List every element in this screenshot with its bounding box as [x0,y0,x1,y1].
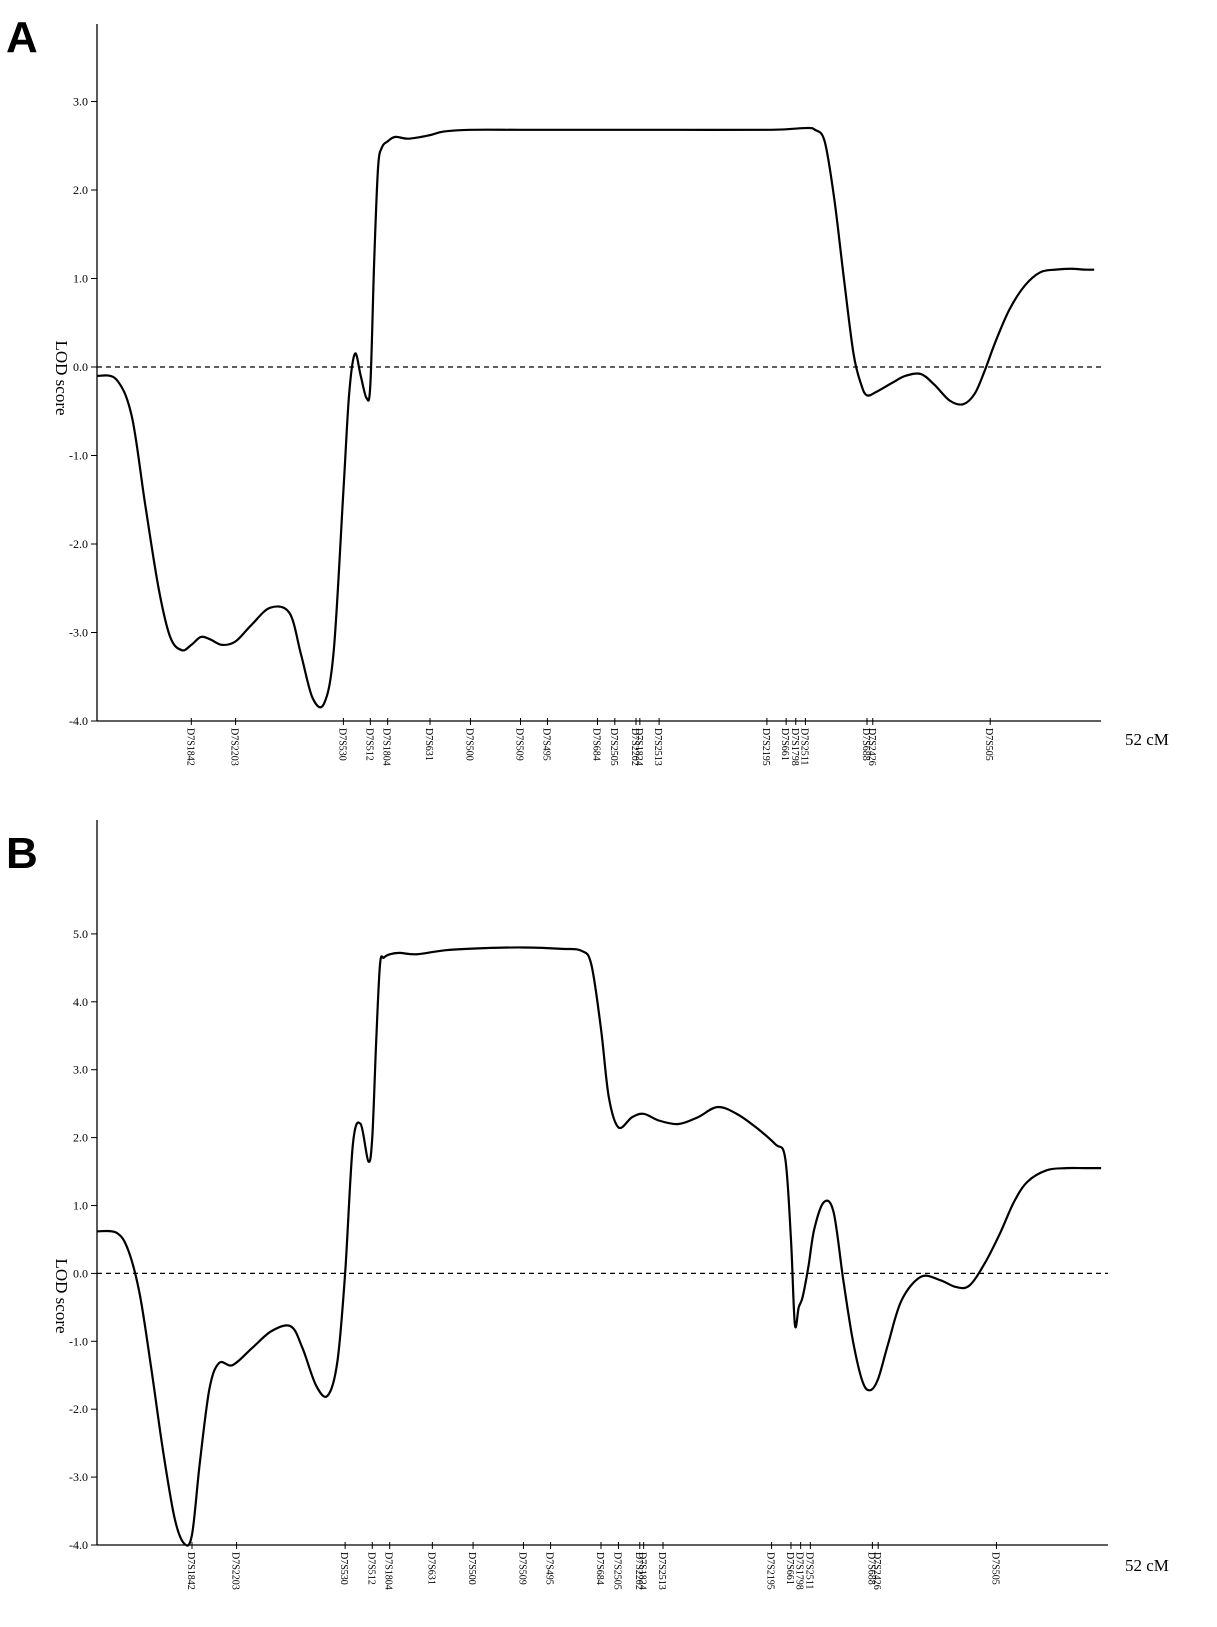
panel-a-y-tick-label: 1.0 [73,272,88,286]
panel-b-y-axis-title: LOD score [52,1258,71,1333]
panel-b-letter: B [6,829,38,878]
panel-a-y-tick-label: -2.0 [69,537,88,551]
panel-a-marker-label: D7S688 [860,728,871,761]
panel-b-marker-label: D7S530 [338,1552,349,1585]
panel-a-marker-label: D7S661 [779,728,790,761]
panel-a-lod-curve [96,126,1095,709]
panel-b-x-end-label: 52 cM [1125,1556,1169,1575]
panel-b-marker-label: D7S505 [989,1552,1000,1585]
panel-b-y-tick-label: 0.0 [73,1266,88,1280]
panel-b-marker-label: D7S2202 [633,1552,644,1590]
panel-a-marker-label: D7S1842 [184,728,195,766]
panel-b-axes-layer [96,820,1108,1546]
panel-b-y-tick-label: 4.0 [73,995,88,1009]
panel-a-y-tick-label: -3.0 [69,626,88,640]
panel-a-marker-label: D7S1824 [633,728,644,766]
panel-b-marker-label: D7S688 [865,1552,876,1585]
panel-a-marker-label: D7S1798 [789,728,800,766]
panel-b-marker-label: D7S661 [784,1552,795,1585]
panel-a-axes-layer [96,24,1101,722]
panel-b-curve-layer [96,946,1102,1547]
panel-b-marker-label: D7S1824 [637,1552,648,1590]
panel-a-marker-label: D7S2203 [229,728,240,766]
panel-b-y-tick-label: 5.0 [73,927,88,941]
panel-a-y-tick-label: 2.0 [73,183,88,197]
panel-a-marker-label: D7S1804 [381,728,392,766]
panel-b-marker-label: D7S2203 [230,1552,241,1590]
panel-b-y-tick-label: -2.0 [69,1402,88,1416]
panel-b-marker-label: D7S1804 [383,1552,394,1590]
panel-a-marker-label: D7S495 [540,728,551,761]
panel-a-marker-label: D7S631 [423,728,434,761]
panel-a-marker-label: D7S2195 [760,728,771,766]
panel-b-marker-label: D7S2511 [803,1552,814,1589]
panel-b-marker-label: D7S2195 [765,1552,776,1590]
panel-b-marker-label: D7S2426 [871,1552,882,1590]
panel-a-markers-layer: D7S1842 D7S2203 D7S530 D7S512 D7S1804 D7S631 D… [184,718,994,766]
panel-a-marker-label: D7S2511 [798,728,809,765]
panel-b-marker-label: D7S500 [466,1552,477,1585]
panel-b-y-tick-label: -4.0 [69,1538,88,1552]
panel-a-marker-label: D7S500 [463,728,474,761]
panel-b-y-tick-label: -3.0 [69,1470,88,1484]
panel-a-y-tick-label: 0.0 [73,360,88,374]
panel-a-marker-label: D7S505 [983,728,994,761]
panel-a-marker-label: D7S684 [591,728,602,761]
panel-a-marker-label: D7S2513 [652,728,663,766]
panel-b-y-tick-label: 1.0 [73,1199,88,1213]
panel-b-y-tick-label: 2.0 [73,1131,88,1145]
panel-b-markers-layer: D7S1842 D7S2203 D7S530 D7S512 D7S1804 D7S631 D… [185,1542,1000,1590]
panel-a-y-tick-label: -4.0 [69,714,88,728]
panel-a-marker-label: D7S512 [363,728,374,761]
panel-b-marker-label: D7S512 [365,1552,376,1585]
panel-a-marker-label: D7S530 [336,728,347,761]
panel-b-marker-label: D7S1798 [794,1552,805,1590]
panel-b-y-ticks-layer: 5.0 4.0 3.0 2.0 1.0 0.0 -1.0 -2.0 -3.0 -4.0 [69,927,97,1552]
panel-b-marker-label: D7S1842 [185,1552,196,1590]
panel-b-y-tick-label: -1.0 [69,1334,88,1348]
panel-b-chart: B LOD score 52 cM 5.0 4.0 3.0 2.0 1.0 0.0 -1.0… [6,820,1169,1590]
panel-a-y-tick-label: 3.0 [73,95,88,109]
panel-b-marker-label: D7S2513 [656,1552,667,1590]
panel-a-y-tick-label: -1.0 [69,449,88,463]
panel-b-marker-label: D7S495 [544,1552,555,1585]
panel-b-lod-curve [96,946,1102,1547]
panel-a-marker-label: D7S509 [514,728,525,761]
panel-b-marker-label: D7S2505 [611,1552,622,1590]
panel-a-x-end-label: 52 cM [1125,730,1169,749]
panel-a-curve-layer [96,126,1095,709]
panel-a-marker-label: D7S2426 [866,728,877,766]
panel-b-y-tick-label: 3.0 [73,1063,88,1077]
panel-b-marker-label: D7S509 [517,1552,528,1585]
panel-b-marker-label: D7S684 [594,1552,605,1585]
panel-b-marker-label: D7S631 [425,1552,436,1585]
panel-a-marker-label: D7S2505 [608,728,619,766]
panel-a-y-axis-title: LOD score [52,340,71,415]
panel-a-y-ticks-layer: 3.0 2.0 1.0 0.0 -1.0 -2.0 -3.0 -4.0 [69,95,97,728]
panel-a-marker-label: D7S2202 [629,728,640,766]
panel-a-chart: A LOD score 52 cM 3.0 2.0 1.0 0.0 -1.0 -2.0 -3… [6,13,1169,766]
panel-a-letter: A [6,13,38,62]
